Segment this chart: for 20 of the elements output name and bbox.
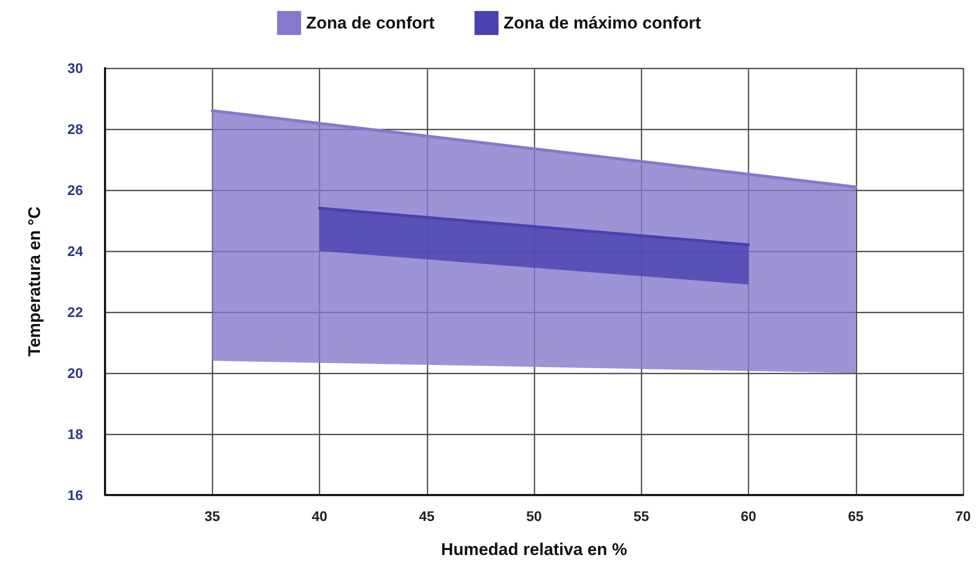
x-tick-label: 40 — [312, 508, 328, 524]
x-tick-label: 35 — [204, 508, 220, 524]
legend-label: Zona de máximo confort — [504, 14, 702, 32]
x-axis-title: Humedad relativa en % — [440, 540, 628, 559]
y-tick-label: 30 — [67, 60, 84, 76]
y-tick-label: 18 — [67, 426, 84, 442]
y-axis-title: Temperatura en °C — [25, 206, 44, 357]
y-tick-label: 24 — [67, 243, 84, 259]
x-tick-label: 60 — [740, 508, 756, 524]
x-tick-label: 65 — [848, 508, 864, 524]
y-tick-label: 28 — [67, 121, 84, 137]
x-tick-label: 55 — [633, 508, 650, 524]
y-tick-label: 20 — [67, 365, 84, 381]
y-tick-label: 26 — [67, 182, 84, 198]
x-tick-label: 50 — [526, 508, 542, 524]
x-tick-label: 70 — [955, 508, 971, 524]
legend-label: Zona de confort — [306, 14, 435, 32]
y-tick-label: 22 — [67, 304, 84, 320]
x-tick-label: 45 — [418, 508, 435, 524]
y-tick-label: 16 — [67, 487, 84, 503]
